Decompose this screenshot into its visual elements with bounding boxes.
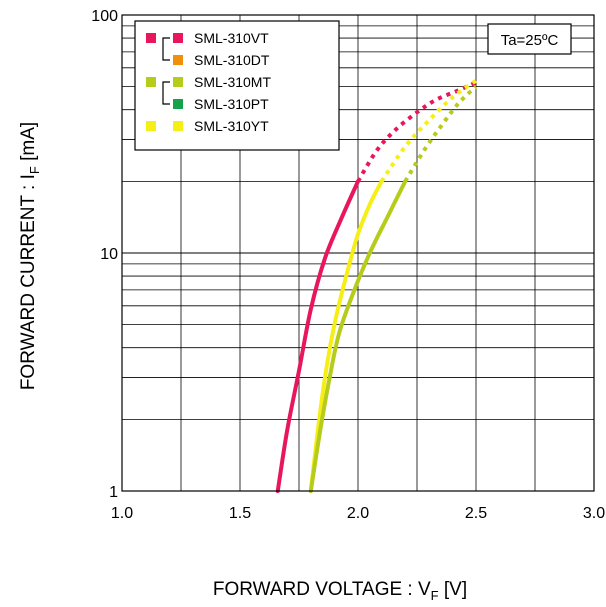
legend-label: SML-310MT: [194, 74, 271, 90]
y-tick-label: 100: [91, 8, 118, 25]
legend-swatch: [173, 33, 183, 43]
condition-box: Ta=25ºC: [487, 23, 572, 55]
legend-swatch: [173, 121, 183, 131]
x-tick-label: 1.0: [111, 505, 133, 522]
legend-group-bracket: [162, 37, 170, 61]
legend: SML-310VT SML-310DT SML-310MT SML-310PT SML-…: [134, 20, 340, 151]
y-tick-label: 10: [100, 246, 118, 263]
x-axis-title: FORWARD VOLTAGE : VF [V]: [213, 579, 467, 603]
series-curve-solid: [308, 179, 408, 493]
legend-swatch: [173, 55, 183, 65]
legend-group-swatch: [146, 121, 156, 131]
x-tick-label: 2.0: [347, 505, 369, 522]
legend-label: SML-310PT: [194, 96, 269, 112]
series-curve-solid: [275, 179, 360, 493]
series-curve-solid: [308, 179, 384, 493]
x-tick-label: 2.5: [465, 505, 487, 522]
x-tick-label: 3.0: [583, 505, 605, 522]
series-curves: [275, 78, 478, 493]
y-tick-labels: 1 10 100: [91, 8, 118, 501]
y-axis-title: FORWARD CURRENT : IF [mA]: [18, 122, 42, 390]
plot-frame: [121, 14, 595, 492]
x-tick-label: 1.5: [229, 505, 251, 522]
legend-swatch: [173, 99, 183, 109]
x-tick-labels: 1.0 1.5 2.0 2.5 3.0: [111, 505, 605, 522]
series-curve-dotted: [356, 80, 477, 183]
legend-group-bracket: [162, 81, 170, 105]
legend-swatch: [173, 77, 183, 87]
legend-group-swatch: [146, 33, 156, 43]
condition-label: Ta=25ºC: [501, 32, 559, 49]
legend-box: [134, 20, 340, 151]
series-curve-dotted: [379, 78, 478, 183]
legend-label: SML-310DT: [194, 52, 270, 68]
legend-label: SML-310YT: [194, 118, 269, 134]
legend-group-swatch: [146, 77, 156, 87]
y-tick-label: 1: [109, 484, 118, 501]
legend-label: SML-310VT: [194, 30, 269, 46]
